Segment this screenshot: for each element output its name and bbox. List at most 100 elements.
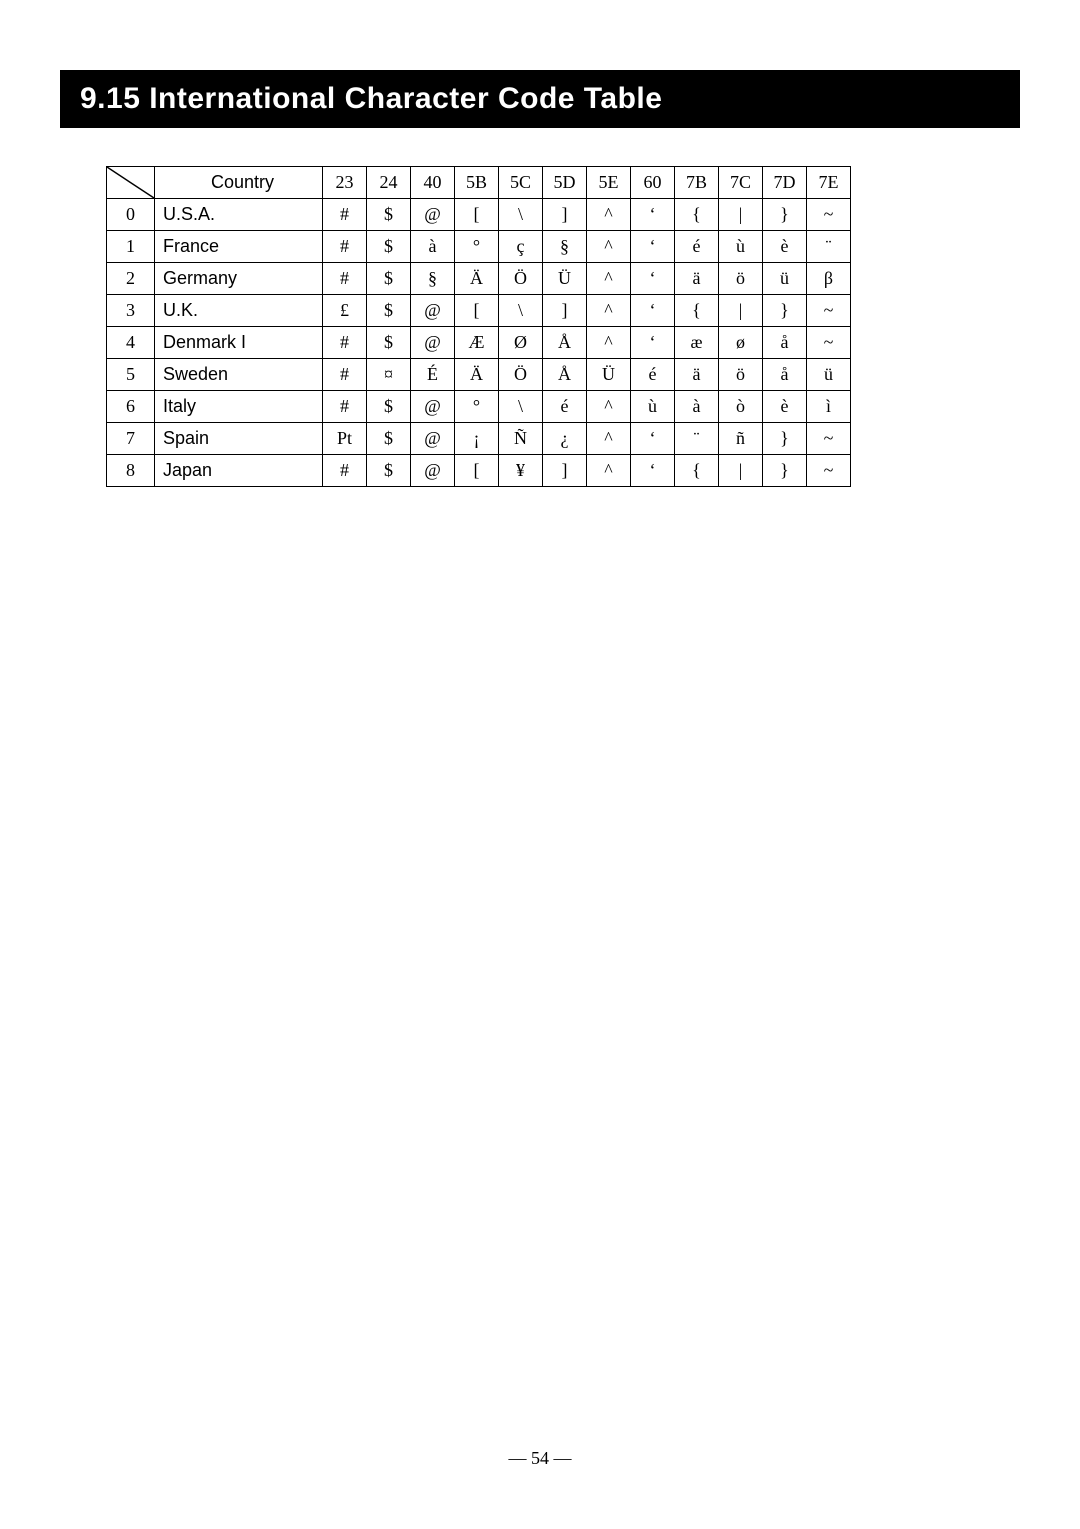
char-cell: ] — [543, 199, 587, 231]
char-cell: # — [323, 391, 367, 423]
row-index: 6 — [107, 391, 155, 423]
char-cell: } — [763, 423, 807, 455]
char-cell: $ — [367, 455, 411, 487]
char-cell: ù — [631, 391, 675, 423]
char-cell: \ — [499, 199, 543, 231]
char-cell: @ — [411, 423, 455, 455]
row-index: 5 — [107, 359, 155, 391]
char-cell: @ — [411, 455, 455, 487]
char-cell: ^ — [587, 423, 631, 455]
char-cell: ° — [455, 231, 499, 263]
char-cell: } — [763, 199, 807, 231]
char-cell: Ñ — [499, 423, 543, 455]
code-header: 7E — [807, 167, 851, 199]
char-cell: { — [675, 295, 719, 327]
char-cell: \ — [499, 295, 543, 327]
country-name: Germany — [155, 263, 323, 295]
char-cell: ñ — [719, 423, 763, 455]
char-cell: | — [719, 295, 763, 327]
code-header: 7B — [675, 167, 719, 199]
char-cell: $ — [367, 391, 411, 423]
char-cell: ^ — [587, 199, 631, 231]
table-row: 0U.S.A.#$@[\]^‘{|}~ — [107, 199, 851, 231]
char-cell: ~ — [807, 327, 851, 359]
char-cell: $ — [367, 263, 411, 295]
char-cell: ö — [719, 263, 763, 295]
char-cell: ‘ — [631, 263, 675, 295]
code-header: 7C — [719, 167, 763, 199]
table-row: 3U.K.£$@[\]^‘{|}~ — [107, 295, 851, 327]
char-cell: É — [411, 359, 455, 391]
char-cell: ¨ — [675, 423, 719, 455]
char-cell: ‘ — [631, 295, 675, 327]
char-cell: ù — [719, 231, 763, 263]
char-cell: Ö — [499, 359, 543, 391]
char-cell: ‘ — [631, 231, 675, 263]
char-cell: ¤ — [367, 359, 411, 391]
char-cell: ö — [719, 359, 763, 391]
country-name: France — [155, 231, 323, 263]
char-cell: [ — [455, 455, 499, 487]
char-cell: # — [323, 199, 367, 231]
char-cell: \ — [499, 391, 543, 423]
char-cell: ø — [719, 327, 763, 359]
row-index: 4 — [107, 327, 155, 359]
code-header: 7D — [763, 167, 807, 199]
row-index: 3 — [107, 295, 155, 327]
char-cell: } — [763, 295, 807, 327]
section-title: 9.15 International Character Code Table — [60, 70, 1020, 128]
char-cell: § — [411, 263, 455, 295]
row-index: 0 — [107, 199, 155, 231]
char-cell: ~ — [807, 455, 851, 487]
code-header: 24 — [367, 167, 411, 199]
char-cell: é — [675, 231, 719, 263]
char-cell: Ä — [455, 263, 499, 295]
table-header-row: Country 23 24 40 5B 5C 5D 5E 60 7B 7C 7D… — [107, 167, 851, 199]
table-row: 6Italy#$@°\é^ùàòèì — [107, 391, 851, 423]
code-header: 5B — [455, 167, 499, 199]
char-cell: { — [675, 199, 719, 231]
code-header: 23 — [323, 167, 367, 199]
char-cell: Å — [543, 359, 587, 391]
char-cell: ‘ — [631, 327, 675, 359]
page-number: — 54 — — [0, 1448, 1080, 1469]
row-index: 1 — [107, 231, 155, 263]
char-cell: ä — [675, 263, 719, 295]
char-cell: à — [675, 391, 719, 423]
char-cell: Æ — [455, 327, 499, 359]
table-row: 5Sweden#¤ÉÄÖÅÜéäöåü — [107, 359, 851, 391]
row-index: 7 — [107, 423, 155, 455]
country-name: Japan — [155, 455, 323, 487]
char-cell: ] — [543, 295, 587, 327]
char-cell: Pt — [323, 423, 367, 455]
char-cell: ^ — [587, 327, 631, 359]
table-row: 1France#$à°ç§^‘éùè¨ — [107, 231, 851, 263]
char-cell: Ö — [499, 263, 543, 295]
char-cell: ‘ — [631, 455, 675, 487]
char-cell: ¡ — [455, 423, 499, 455]
char-cell: [ — [455, 295, 499, 327]
country-name: Sweden — [155, 359, 323, 391]
char-cell: ~ — [807, 423, 851, 455]
char-cell: æ — [675, 327, 719, 359]
char-cell: é — [543, 391, 587, 423]
char-cell: ì — [807, 391, 851, 423]
char-cell: ‘ — [631, 199, 675, 231]
diag-header — [107, 167, 155, 199]
char-cell: @ — [411, 295, 455, 327]
table-row: 7SpainPt$@¡Ñ¿^‘¨ñ}~ — [107, 423, 851, 455]
char-cell: å — [763, 327, 807, 359]
char-cell: Ü — [587, 359, 631, 391]
char-cell: | — [719, 455, 763, 487]
char-cell: Ü — [543, 263, 587, 295]
char-cell: ä — [675, 359, 719, 391]
char-cell: # — [323, 455, 367, 487]
char-cell: β — [807, 263, 851, 295]
char-cell: } — [763, 455, 807, 487]
char-cell: ¥ — [499, 455, 543, 487]
country-name: Italy — [155, 391, 323, 423]
row-index: 8 — [107, 455, 155, 487]
char-cell: § — [543, 231, 587, 263]
char-cell: ü — [763, 263, 807, 295]
code-header: 40 — [411, 167, 455, 199]
